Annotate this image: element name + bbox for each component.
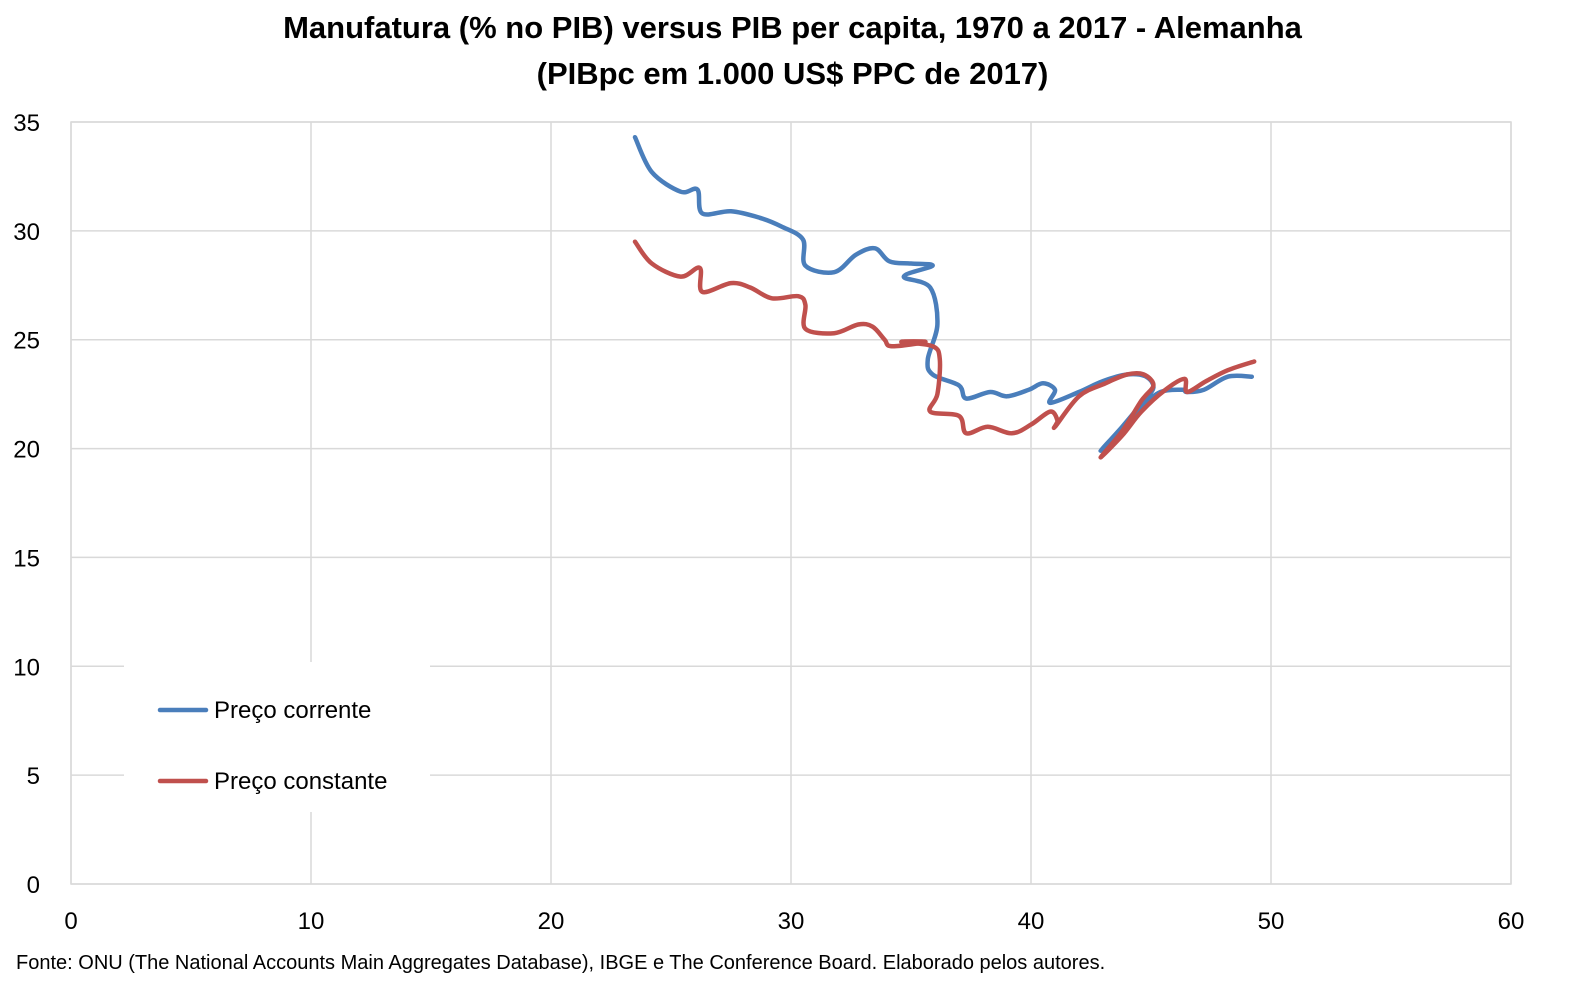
x-axis: 0 10 20 30 40 50 60 xyxy=(64,908,1524,935)
x-tick-label: 40 xyxy=(1018,908,1045,935)
x-tick-label: 20 xyxy=(538,908,565,935)
y-tick-label: 20 xyxy=(13,437,40,464)
legend: Preço corrente Preço constante xyxy=(124,662,430,812)
plot-area-border xyxy=(70,121,1512,885)
x-tick-label: 10 xyxy=(298,908,325,935)
legend-label-preco-constante: Preço constante xyxy=(214,768,387,795)
legend-background xyxy=(124,662,430,812)
y-tick-label: 30 xyxy=(13,219,40,246)
source-note: Fonte: ONU (The National Accounts Main A… xyxy=(16,952,1106,974)
y-tick-label: 25 xyxy=(13,328,40,355)
x-tick-label: 30 xyxy=(778,908,805,935)
y-tick-label: 35 xyxy=(13,110,40,137)
x-tick-label: 60 xyxy=(1498,908,1525,935)
x-tick-label: 50 xyxy=(1258,908,1285,935)
legend-label-preco-corrente: Preço corrente xyxy=(214,697,371,724)
series-layer xyxy=(632,134,1257,460)
y-tick-label: 5 xyxy=(27,763,40,790)
y-tick-label: 15 xyxy=(13,545,40,572)
chart-title: Manufatura (% no PIB) versus PIB per cap… xyxy=(283,10,1302,45)
y-tick-label: 0 xyxy=(27,872,40,899)
y-axis: 0 5 10 15 20 25 30 35 xyxy=(13,110,40,899)
series-line-preco-constante xyxy=(632,239,1257,460)
x-tick-label: 0 xyxy=(64,908,77,935)
series-line-preco-corrente xyxy=(632,134,1255,453)
chart-subtitle: (PIBpc em 1.000 US$ PPC de 2017) xyxy=(536,56,1049,91)
y-tick-label: 10 xyxy=(13,654,40,681)
